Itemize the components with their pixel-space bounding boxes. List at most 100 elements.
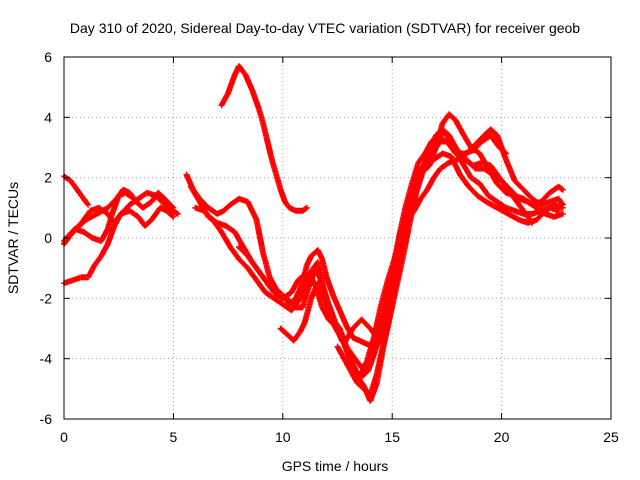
data-point [557,210,560,212]
data-point [233,74,236,76]
data-point [229,204,232,206]
data-point [527,222,529,224]
y-tick-label: -4 [40,351,53,367]
data-point [71,279,74,282]
data-point [387,279,389,282]
data-point [133,197,135,200]
data-point [467,185,470,188]
data-point [378,339,380,342]
data-point [505,207,507,209]
data-point [198,201,201,203]
data-point [80,276,83,279]
data-point [419,197,422,200]
data-point [225,225,227,227]
x-tick-label: 0 [60,429,68,445]
series-arc-10 [218,63,310,214]
data-point [323,297,326,300]
data-point [415,188,418,191]
data-point [426,188,429,191]
data-point [454,146,457,149]
y-tick-label: 2 [44,170,52,186]
data-point [288,207,291,209]
y-tick-label: -2 [40,290,53,306]
data-point [478,182,481,185]
data-point [330,315,332,318]
data-point [128,210,131,212]
data-point [325,276,328,279]
data-point [441,128,444,131]
data-point [76,188,78,191]
data-point [483,167,485,170]
data-point [513,210,516,212]
data-point [244,74,247,76]
data-point [87,276,89,279]
data-point [100,255,102,257]
data-point [122,188,124,191]
data-point [290,291,293,294]
data-point [242,246,245,248]
data-point [166,210,168,212]
data-point [317,249,319,251]
data-point [306,264,308,266]
data-point [128,204,131,206]
data-point [352,327,354,330]
data-point [487,194,490,197]
data-point [496,201,499,203]
x-tick-label: 20 [494,429,510,445]
data-point [481,161,483,164]
data-point [238,197,240,200]
data-point [246,201,249,203]
data-point [255,267,258,269]
data-point [111,213,113,215]
data-point [159,207,162,209]
data-point [358,339,361,342]
data-point [172,216,175,218]
data-point [120,213,122,215]
data-point [450,155,453,158]
data-point [481,140,483,143]
data-point [203,210,205,212]
data-point [338,327,341,330]
data-point [459,173,461,176]
data-point [448,113,450,116]
data-point [483,134,485,137]
data-point [402,246,404,248]
data-point [489,164,492,167]
data-point [408,216,411,218]
data-point [273,291,275,294]
data-point [82,231,85,233]
data-point [562,204,564,206]
data-point [310,297,313,300]
data-point [489,128,492,131]
data-point [69,179,72,182]
data-point [124,191,127,194]
data-point [461,131,464,134]
data-point [441,137,444,140]
data-point [106,213,109,215]
data-point [531,213,534,215]
data-point [246,267,249,269]
data-point [505,191,507,194]
data-point [463,152,466,155]
data-point [369,327,372,330]
data-point [531,197,534,200]
y-tick-label: 6 [44,49,52,65]
data-point [317,261,319,263]
data-point [89,210,92,212]
y-axis-label: SDTVAR / TECUs [5,182,21,294]
data-point [376,336,378,339]
data-point [336,345,339,348]
data-point [527,201,529,203]
data-point [301,210,304,212]
data-point [417,161,420,164]
chart-title: Day 310 of 2020, Sidereal Day-to-day VTE… [70,20,580,36]
data-point [220,104,223,107]
data-point [354,357,356,360]
data-point [524,213,527,215]
data-point [251,89,253,91]
data-point [273,297,275,300]
data-point [146,191,148,194]
data-point [216,213,218,215]
data-point [310,255,313,257]
data-point [531,222,534,224]
